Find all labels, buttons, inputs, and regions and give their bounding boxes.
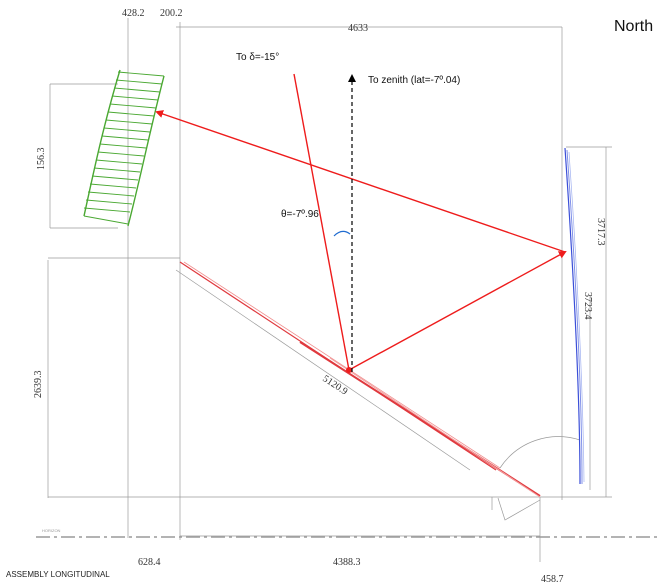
light-rays (155, 73, 567, 371)
construction-lines (47, 18, 612, 562)
angle-arc (499, 436, 581, 469)
focus-point (346, 367, 352, 373)
horizon-label: HORIZON (42, 528, 61, 533)
dim-bottom-right: 458.7 (541, 574, 564, 585)
dim-right-inner: 3723.4 (582, 292, 593, 320)
dim-bottom-span: 4388.3 (333, 557, 361, 568)
dim-left-height: 156.3 (36, 148, 47, 171)
theta-arc (333, 230, 351, 237)
dim-diagonal: 5120.9 (320, 373, 349, 397)
angle-arc-2 (497, 497, 541, 521)
to-delta-label: To δ=-15° (236, 52, 279, 63)
blue-mirror (564, 147, 585, 485)
dim-top-left: 428.2 (122, 8, 145, 19)
dim-bottom-left: 628.4 (138, 557, 161, 568)
dim-top-mid: 200.2 (160, 8, 183, 19)
assembly-caption: ASSEMBLY LONGITUDINAL (6, 570, 110, 579)
green-mirror (83, 69, 165, 227)
theta-label: θ=-7º.96 (281, 209, 319, 220)
dim-right-outer: 3717.3 (595, 218, 606, 246)
red-mirror (179, 261, 541, 498)
dim-top-span: 4633 (348, 23, 368, 34)
north-label: North (614, 18, 653, 35)
dim-left-lower: 2639.3 (33, 371, 44, 399)
to-zenith-label: To zenith (lat=-7º.04) (368, 75, 460, 86)
